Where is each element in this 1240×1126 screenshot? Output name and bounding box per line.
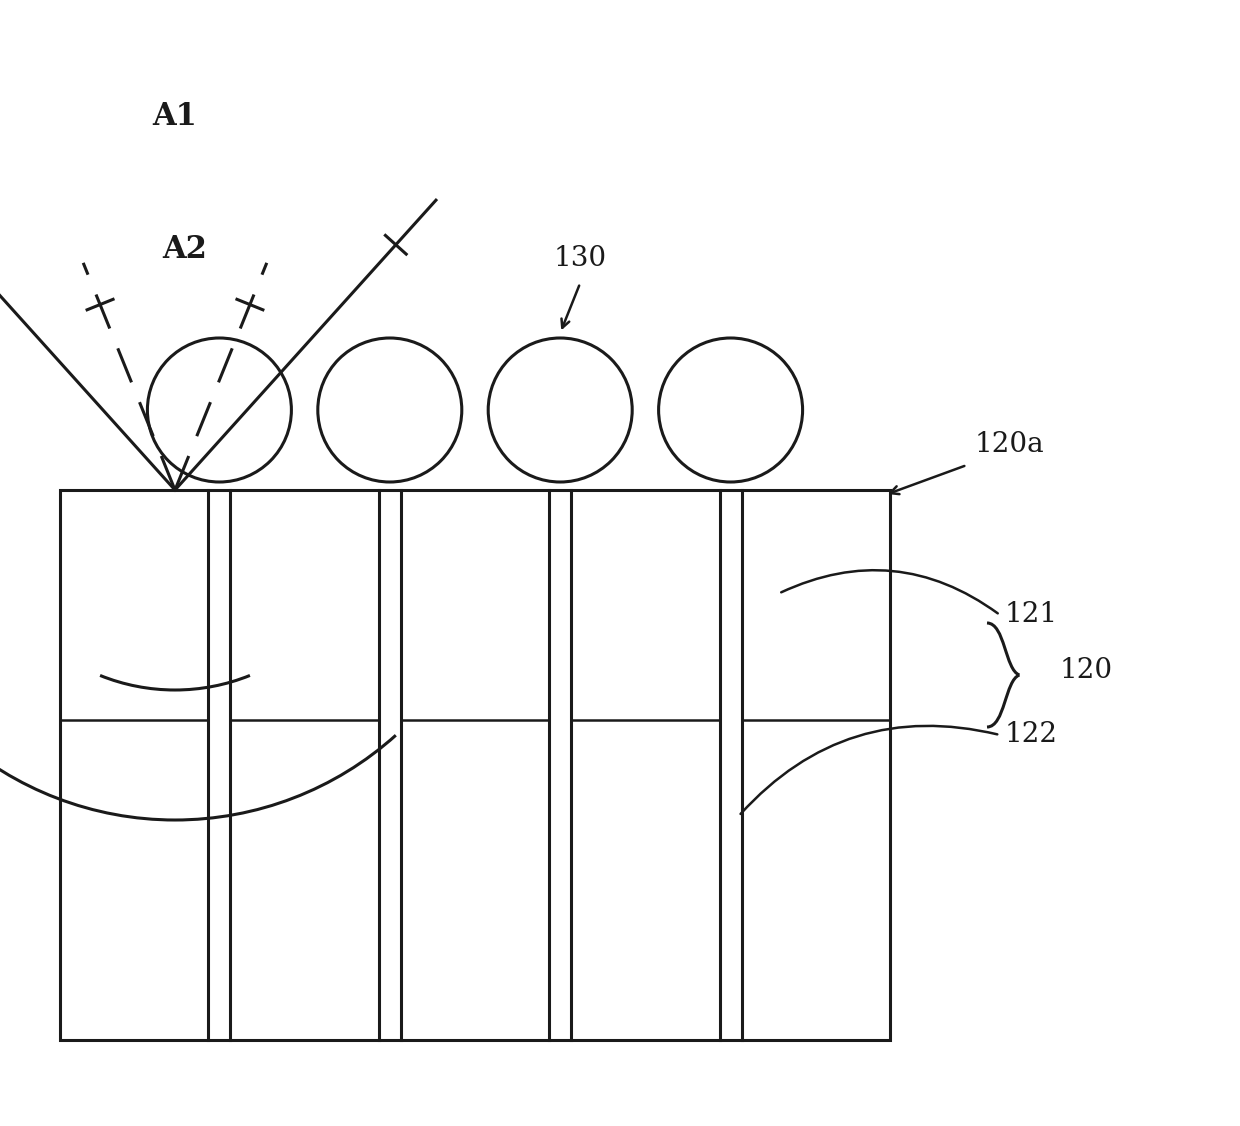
Text: 130: 130 bbox=[553, 244, 606, 271]
Text: 120a: 120a bbox=[975, 431, 1044, 458]
Text: 120: 120 bbox=[1060, 656, 1114, 683]
Text: 122: 122 bbox=[1004, 722, 1058, 749]
Text: 121: 121 bbox=[1004, 601, 1058, 628]
Text: A2: A2 bbox=[162, 234, 207, 265]
Text: A1: A1 bbox=[153, 101, 197, 132]
